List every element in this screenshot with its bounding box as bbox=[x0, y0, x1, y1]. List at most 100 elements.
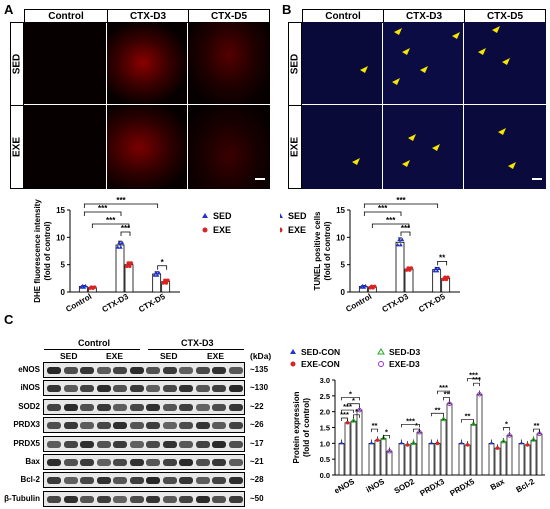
significance-label: *** bbox=[401, 224, 411, 233]
significance-bracket bbox=[157, 265, 168, 270]
blot-label: iNOS bbox=[20, 383, 40, 393]
data-point bbox=[440, 416, 447, 422]
blot-mw: ~28 bbox=[250, 475, 264, 485]
blot-band bbox=[63, 477, 78, 485]
data-point bbox=[357, 407, 362, 413]
data-point bbox=[435, 268, 440, 273]
significance-bracket bbox=[437, 260, 448, 266]
bar bbox=[494, 447, 501, 476]
dhe-bar-chart: 0 5 10 15 DHE fluorescence intensity (fold of… bbox=[33, 196, 232, 314]
data-point bbox=[470, 420, 477, 426]
blot-band bbox=[80, 422, 94, 430]
blot-band bbox=[228, 422, 243, 430]
significance-label: *** bbox=[472, 375, 481, 384]
legend-label: EXE bbox=[288, 225, 306, 235]
blot-band bbox=[179, 459, 193, 466]
data-point bbox=[399, 440, 404, 445]
bar bbox=[536, 433, 543, 476]
blot-band bbox=[129, 477, 144, 485]
scale-bar bbox=[255, 178, 265, 180]
blot-mw: ~26 bbox=[250, 420, 264, 430]
y-tick-label: 2.5 bbox=[320, 392, 330, 401]
data-point bbox=[397, 237, 402, 242]
blot-band bbox=[80, 440, 94, 448]
blot-band bbox=[162, 440, 177, 448]
significance-bracket bbox=[83, 211, 122, 216]
data-point bbox=[398, 242, 403, 247]
arrow-icon bbox=[432, 144, 440, 151]
blot-band bbox=[63, 367, 78, 374]
dhe-image-exe-ctxd3 bbox=[107, 105, 187, 189]
significance-label: ** bbox=[534, 421, 540, 430]
tunel-bar-chart: 0 5 10 15 TUNEL positive cells (fold of contr… bbox=[280, 196, 460, 314]
bar bbox=[404, 268, 414, 293]
dhe-image-exe-ctxd5 bbox=[188, 105, 270, 189]
significance-bracket bbox=[400, 231, 411, 236]
blot-band bbox=[113, 440, 127, 448]
data-point bbox=[433, 266, 438, 270]
blot-band bbox=[228, 385, 243, 393]
significance-bracket bbox=[347, 403, 360, 407]
panel-b-col-ctxd5: CTX-D5 bbox=[464, 9, 546, 23]
data-point bbox=[436, 266, 441, 270]
group-line-control bbox=[44, 349, 140, 350]
data-point bbox=[500, 438, 507, 444]
blot-band bbox=[162, 367, 177, 374]
bar bbox=[446, 403, 453, 476]
bar bbox=[338, 442, 345, 476]
data-point bbox=[380, 435, 387, 441]
blot-band bbox=[162, 459, 177, 466]
data-point bbox=[395, 242, 400, 247]
blot-mw: ~135 bbox=[250, 365, 269, 374]
significance-label: * bbox=[385, 427, 388, 436]
y-tick-label: 0.0 bbox=[320, 471, 330, 480]
significance-label: * bbox=[352, 396, 355, 405]
blot-band bbox=[179, 403, 193, 411]
data-point bbox=[446, 275, 450, 280]
blot-band bbox=[228, 403, 243, 411]
significance-label: ** bbox=[372, 421, 378, 430]
legend-marker bbox=[280, 227, 283, 233]
significance-label: *** bbox=[439, 383, 448, 392]
blot-band bbox=[179, 367, 193, 374]
blot-band bbox=[212, 495, 226, 503]
significance-label: *** bbox=[121, 224, 131, 233]
bar bbox=[476, 393, 483, 476]
significance-label: *** bbox=[378, 204, 388, 213]
panel-c-label: C bbox=[4, 312, 14, 327]
blot-band bbox=[113, 477, 127, 485]
significance-label: *** bbox=[343, 402, 352, 411]
bar bbox=[356, 409, 363, 476]
arrow-icon bbox=[492, 26, 500, 33]
blot-band bbox=[47, 440, 61, 448]
blot-mw: ~17 bbox=[250, 438, 264, 448]
blot-strip bbox=[43, 417, 245, 434]
significance-bracket bbox=[363, 203, 439, 208]
group-header-ctxd3: CTX-D3 bbox=[181, 338, 214, 348]
legend-label: EXE-CON bbox=[301, 359, 340, 369]
blot-band bbox=[113, 403, 127, 411]
blot-band bbox=[146, 495, 160, 503]
y-tick-label: 5 bbox=[341, 261, 346, 270]
data-point bbox=[525, 443, 530, 447]
tunel-image-exe-ctxd5 bbox=[464, 105, 546, 189]
legend-label: EXE-D3 bbox=[389, 359, 420, 369]
significance-label: *** bbox=[98, 204, 108, 213]
bar bbox=[124, 264, 134, 293]
blot-band bbox=[228, 477, 243, 485]
y-axis-label: Protein expression bbox=[292, 391, 301, 463]
bar bbox=[428, 442, 435, 476]
data-point bbox=[530, 436, 537, 442]
blot-label: eNOS bbox=[18, 365, 40, 374]
y-tick-label: 10 bbox=[56, 233, 65, 242]
dhe-image-sed-ctxd5 bbox=[188, 22, 270, 104]
blot-band bbox=[212, 459, 226, 466]
data-point bbox=[432, 268, 437, 273]
significance-bracket bbox=[443, 397, 450, 401]
blot-band bbox=[113, 367, 127, 374]
y-tick-label: 1.0 bbox=[320, 439, 330, 448]
significance-bracket bbox=[363, 211, 402, 216]
significance-bracket bbox=[371, 428, 378, 433]
data-point bbox=[115, 245, 120, 249]
data-point bbox=[153, 270, 158, 275]
